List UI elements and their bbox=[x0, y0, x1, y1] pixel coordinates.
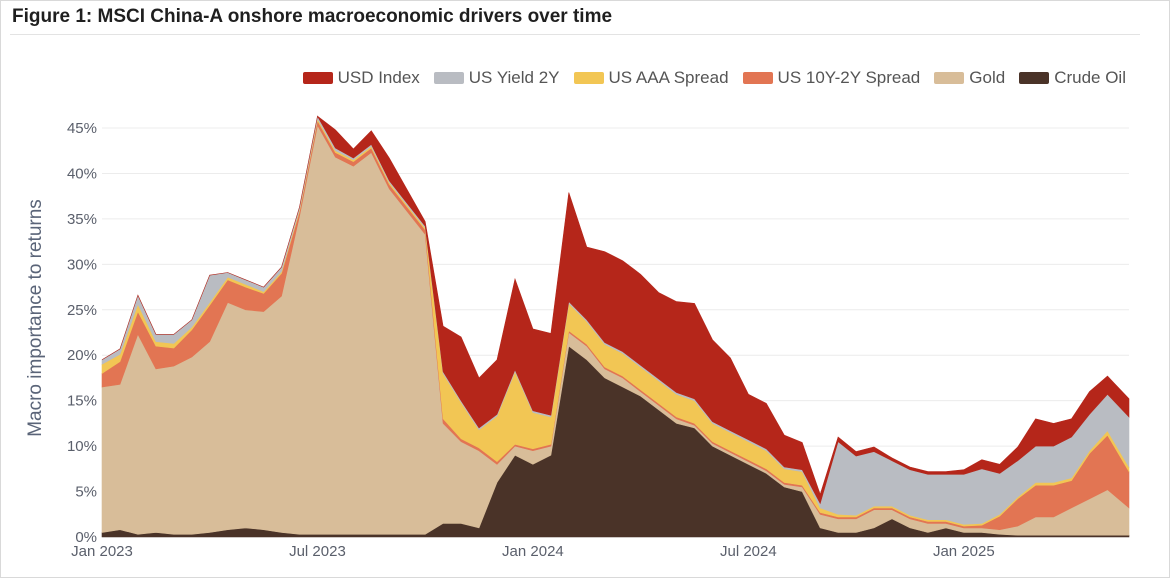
y-tick-label: 5% bbox=[75, 484, 97, 501]
y-tick-label: 45% bbox=[67, 120, 97, 137]
legend-item-gold: Gold bbox=[934, 68, 1005, 88]
x-axis-ticks: Jan 2023 Jul 2023 Jan 2024 Jul 2024 Jan 2025 bbox=[71, 543, 995, 560]
chart-legend: USD Index US Yield 2Y US AAA Spread US 10Y-… bbox=[302, 68, 1126, 88]
y-tick-label: 10% bbox=[67, 438, 97, 455]
y-axis-label: Macro importance to returns bbox=[25, 199, 46, 437]
legend-swatch bbox=[433, 72, 464, 84]
legend-item-crude-oil: Crude Oil bbox=[1019, 68, 1126, 88]
legend-swatch bbox=[302, 72, 333, 84]
y-tick-label: 35% bbox=[67, 211, 97, 228]
area-usd-index bbox=[101, 115, 1130, 505]
y-tick-label: 40% bbox=[67, 165, 97, 182]
x-tick-label: Jul 2023 bbox=[289, 543, 346, 560]
legend-item-usd-index: USD Index bbox=[302, 68, 420, 88]
x-tick-label: Jan 2025 bbox=[933, 543, 995, 560]
legend-label: Crude Oil bbox=[1054, 68, 1126, 87]
y-tick-label: 30% bbox=[67, 256, 97, 273]
title-divider bbox=[10, 34, 1140, 35]
legend-swatch bbox=[1019, 72, 1050, 84]
legend-label: US Yield 2Y bbox=[468, 68, 560, 87]
x-tick-label: Jul 2024 bbox=[720, 543, 777, 560]
figure-title: Figure 1: MSCI China-A onshore macroecon… bbox=[12, 6, 613, 27]
y-axis-ticks: 0% 5% 10% 15% 20% 25% 30% 35% 40% 45% bbox=[67, 120, 97, 546]
legend-label: Gold bbox=[969, 68, 1006, 87]
legend-item-us-yield-2y: US Yield 2Y bbox=[433, 68, 560, 88]
legend-swatch bbox=[934, 72, 965, 84]
y-tick-label: 20% bbox=[67, 347, 97, 364]
y-tick-label: 15% bbox=[67, 393, 97, 410]
legend-label: US AAA Spread bbox=[608, 68, 729, 87]
legend-swatch bbox=[573, 72, 604, 84]
x-tick-label: Jan 2023 bbox=[71, 543, 133, 560]
legend-label: USD Index bbox=[337, 68, 420, 87]
legend-item-us-aaa-spread: US AAA Spread bbox=[573, 68, 729, 88]
x-tick-label: Jan 2024 bbox=[502, 543, 564, 560]
legend-item-us-10y-2y-spread: US 10Y-2Y Spread bbox=[742, 68, 921, 88]
legend-swatch bbox=[742, 72, 773, 84]
y-tick-label: 25% bbox=[67, 302, 97, 319]
legend-label: US 10Y-2Y Spread bbox=[777, 68, 921, 87]
y-tick-label: 0% bbox=[75, 529, 97, 546]
stacked-areas bbox=[101, 115, 1130, 538]
